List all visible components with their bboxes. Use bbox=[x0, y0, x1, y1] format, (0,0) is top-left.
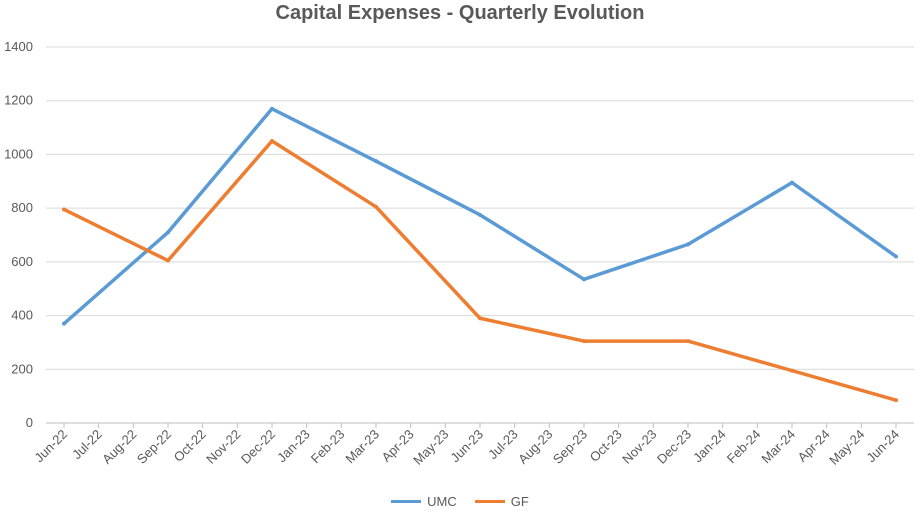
series-line-gf[interactable] bbox=[62, 139, 898, 402]
legend-item-umc[interactable]: UMC bbox=[391, 494, 457, 509]
y-tick-label: 1200 bbox=[4, 93, 33, 108]
y-tick-label: 800 bbox=[11, 200, 33, 215]
x-tick-label: Mar-23 bbox=[342, 427, 382, 467]
x-tick-label: Jan-24 bbox=[690, 427, 729, 466]
series-lines bbox=[62, 106, 898, 403]
x-tick-label: Nov-23 bbox=[619, 427, 659, 467]
y-tick-label: 1400 bbox=[4, 39, 33, 54]
data-point-gf[interactable] bbox=[270, 139, 274, 143]
x-tick-label: Oct-22 bbox=[171, 427, 209, 465]
x-tick-label: Oct-23 bbox=[587, 427, 625, 465]
data-point-gf[interactable] bbox=[790, 368, 794, 373]
data-point-umc[interactable] bbox=[582, 277, 586, 282]
legend-swatch-umc bbox=[391, 500, 422, 503]
x-tick-label: Dec-22 bbox=[238, 427, 278, 467]
data-point-umc[interactable] bbox=[894, 254, 898, 259]
x-tick-label: Mar-24 bbox=[758, 427, 798, 467]
data-point-gf[interactable] bbox=[62, 207, 66, 212]
y-tick-label: 400 bbox=[11, 308, 33, 323]
y-tick-label: 0 bbox=[26, 415, 33, 430]
data-point-gf[interactable] bbox=[374, 204, 378, 209]
x-tick-label: May-23 bbox=[410, 427, 451, 468]
x-tick-label: Jun-24 bbox=[863, 427, 902, 466]
x-tick-label: Jun-23 bbox=[447, 427, 486, 466]
data-point-gf[interactable] bbox=[894, 398, 898, 403]
data-point-umc[interactable] bbox=[270, 106, 274, 111]
data-point-umc[interactable] bbox=[478, 212, 482, 217]
data-point-gf[interactable] bbox=[166, 258, 170, 263]
legend-item-gf[interactable]: GF bbox=[474, 494, 529, 509]
data-point-umc[interactable] bbox=[166, 230, 170, 235]
legend: UMC GF bbox=[0, 494, 920, 509]
x-tick-label: Sep-23 bbox=[550, 427, 590, 467]
x-tick-label: Feb-23 bbox=[308, 427, 348, 467]
y-tick-label: 200 bbox=[11, 361, 33, 376]
data-point-gf[interactable] bbox=[478, 316, 482, 321]
legend-swatch-gf bbox=[474, 500, 505, 503]
chart-title: Capital Expenses - Quarterly Evolution bbox=[275, 2, 645, 24]
data-point-umc[interactable] bbox=[790, 180, 794, 185]
x-tick-label: Aug-23 bbox=[515, 427, 555, 467]
y-tick-label: 600 bbox=[11, 254, 33, 269]
x-tick-label: Jan-23 bbox=[274, 427, 313, 466]
x-tick-label: Sep-22 bbox=[134, 427, 174, 467]
x-tick-label: Feb-24 bbox=[724, 427, 764, 467]
legend-label-gf: GF bbox=[510, 494, 529, 509]
y-tick-label: 1000 bbox=[4, 146, 33, 161]
x-tick-label: Nov-22 bbox=[203, 427, 243, 467]
x-tick-label: Aug-22 bbox=[99, 427, 139, 467]
x-tick-label: Jun-22 bbox=[31, 427, 70, 466]
x-axis-ticks: Jun-22 Jul-22Aug-22Sep-22Oct-22Nov-22Dec-… bbox=[31, 423, 902, 468]
x-tick-label: May-24 bbox=[826, 427, 867, 468]
y-axis-ticks: 0 200 400 600 800 1000 1200 1400 bbox=[4, 39, 33, 430]
x-tick-label: Dec-23 bbox=[654, 427, 694, 467]
data-point-gf[interactable] bbox=[582, 339, 586, 344]
data-point-gf[interactable] bbox=[686, 339, 690, 344]
data-point-umc[interactable] bbox=[686, 242, 690, 247]
data-point-umc[interactable] bbox=[374, 159, 378, 164]
legend-label-umc: UMC bbox=[427, 494, 457, 509]
data-point-umc[interactable] bbox=[62, 321, 66, 326]
